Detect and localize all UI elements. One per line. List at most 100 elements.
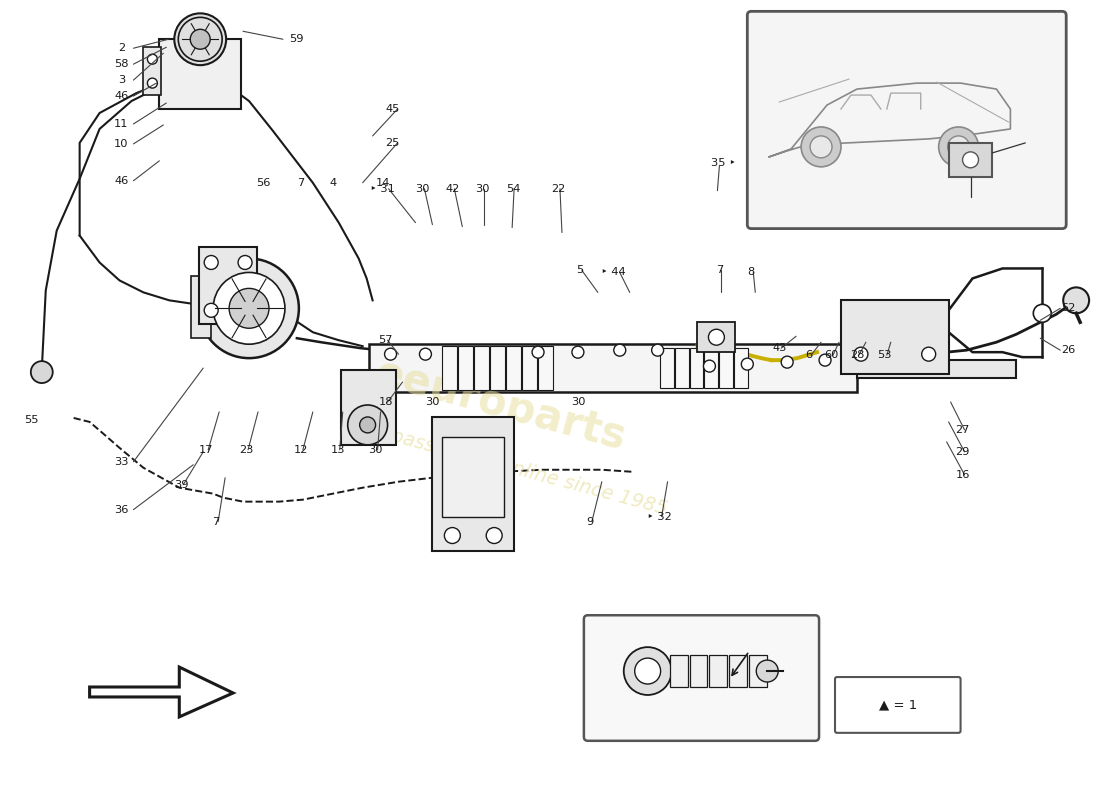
Bar [432, 417, 514, 551]
Circle shape [614, 344, 626, 356]
Bar [719, 348, 734, 388]
Text: 46: 46 [114, 176, 129, 186]
Bar [710, 655, 727, 687]
Bar [191, 277, 211, 338]
Text: 55: 55 [24, 415, 40, 425]
Circle shape [757, 660, 778, 682]
Bar [660, 348, 673, 388]
Circle shape [199, 258, 299, 358]
Circle shape [348, 405, 387, 445]
Text: 13: 13 [330, 445, 345, 455]
Bar [368, 344, 857, 392]
Text: 30: 30 [571, 397, 585, 407]
Circle shape [205, 303, 218, 318]
Text: 7: 7 [716, 266, 723, 275]
Text: 7: 7 [212, 517, 220, 526]
Bar [491, 346, 505, 390]
Circle shape [360, 417, 375, 433]
Text: 12: 12 [294, 445, 308, 455]
Circle shape [741, 358, 754, 370]
Text: 8: 8 [748, 267, 755, 278]
Circle shape [704, 360, 715, 372]
Text: 23: 23 [239, 445, 253, 455]
Text: 6: 6 [805, 350, 813, 360]
Circle shape [962, 152, 979, 168]
Circle shape [31, 361, 53, 383]
Circle shape [229, 288, 270, 328]
FancyBboxPatch shape [747, 11, 1066, 229]
Text: eeuroparts: eeuroparts [370, 351, 630, 458]
Text: 2: 2 [118, 43, 125, 54]
Text: 33: 33 [114, 457, 129, 466]
Bar [199, 246, 257, 324]
Text: 25: 25 [385, 138, 399, 148]
Circle shape [922, 347, 936, 361]
Bar [442, 346, 458, 390]
Bar [459, 346, 473, 390]
Bar [735, 348, 748, 388]
Circle shape [238, 255, 252, 270]
Circle shape [1033, 304, 1052, 322]
Text: 58: 58 [114, 59, 129, 69]
Text: 18: 18 [378, 397, 393, 407]
Text: 35 ‣: 35 ‣ [711, 158, 736, 168]
Text: 30: 30 [426, 397, 440, 407]
Circle shape [708, 330, 725, 345]
Circle shape [810, 136, 832, 158]
Circle shape [419, 348, 431, 360]
Circle shape [147, 54, 157, 64]
Circle shape [238, 303, 252, 318]
Text: 22: 22 [551, 184, 565, 194]
Text: 59: 59 [288, 34, 304, 44]
Bar [670, 655, 688, 687]
Text: 16: 16 [956, 470, 970, 480]
Circle shape [205, 255, 218, 270]
Circle shape [820, 354, 830, 366]
Bar [506, 346, 521, 390]
Circle shape [938, 127, 979, 167]
Text: 14: 14 [375, 178, 389, 188]
Text: 57: 57 [378, 335, 393, 346]
Circle shape [1064, 287, 1089, 314]
Bar [143, 47, 162, 95]
Circle shape [651, 344, 663, 356]
Text: 5: 5 [576, 266, 583, 275]
Circle shape [174, 14, 227, 65]
Text: 30: 30 [415, 184, 430, 194]
Text: 53: 53 [878, 350, 892, 360]
Text: a passion for online since 1985: a passion for online since 1985 [371, 422, 669, 518]
Text: ▲ = 1: ▲ = 1 [879, 698, 917, 711]
Text: ‣ 44: ‣ 44 [602, 267, 626, 278]
Bar [474, 346, 490, 390]
Circle shape [532, 346, 544, 358]
Circle shape [635, 658, 661, 684]
Text: 45: 45 [385, 104, 399, 114]
Text: 4: 4 [329, 178, 337, 188]
Text: 7: 7 [297, 178, 305, 188]
Text: 36: 36 [114, 505, 129, 514]
Bar [538, 346, 553, 390]
Text: 9: 9 [586, 517, 594, 526]
Text: 17: 17 [199, 445, 213, 455]
Text: 46: 46 [114, 91, 129, 101]
Circle shape [444, 527, 460, 543]
Text: 27: 27 [956, 425, 970, 435]
Bar [522, 346, 537, 390]
Circle shape [801, 127, 842, 167]
Bar [948, 143, 992, 177]
Circle shape [147, 78, 157, 88]
Circle shape [947, 136, 969, 158]
Bar [690, 348, 704, 388]
Circle shape [190, 30, 210, 50]
Text: 28: 28 [849, 350, 865, 360]
Text: 56: 56 [256, 178, 271, 188]
Circle shape [781, 356, 793, 368]
Bar [690, 655, 707, 687]
Text: 52: 52 [1062, 303, 1076, 314]
Text: 10: 10 [114, 139, 129, 149]
Circle shape [385, 348, 396, 360]
Text: 30: 30 [475, 184, 490, 194]
Circle shape [854, 347, 868, 361]
FancyBboxPatch shape [584, 615, 820, 741]
Text: 54: 54 [506, 184, 520, 194]
